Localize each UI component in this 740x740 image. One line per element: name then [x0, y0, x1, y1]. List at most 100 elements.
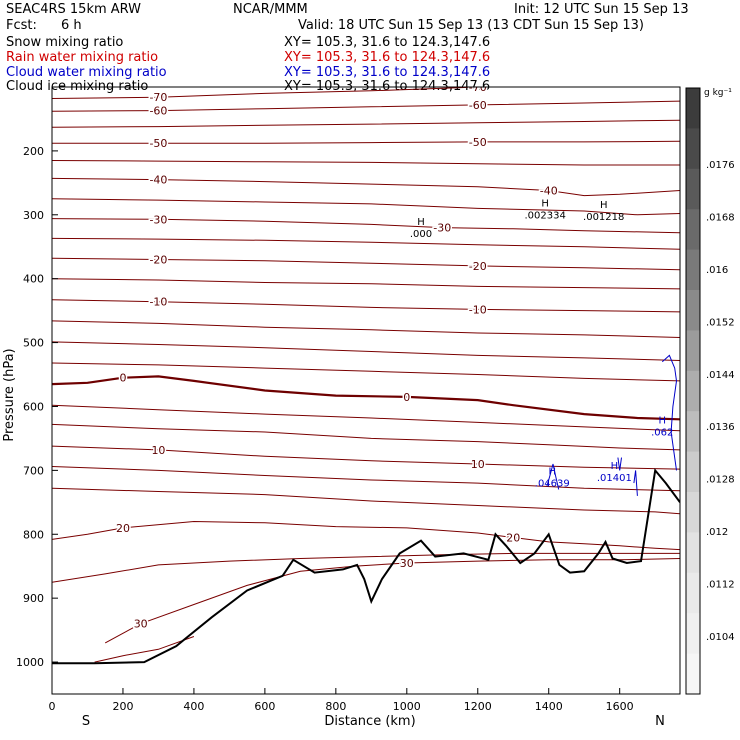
contour-line [52, 257, 680, 271]
max-marker-symbol: H [541, 198, 549, 209]
y-tick-label: 900 [23, 592, 44, 605]
contour-label: 20 [506, 531, 520, 544]
x-tick-label: 1000 [393, 700, 421, 713]
contour-label: 20 [116, 522, 130, 535]
contour-label: -60 [469, 99, 487, 112]
contour-label: 10 [471, 458, 485, 471]
south-end-label: S [82, 714, 90, 729]
contour-label: -10 [149, 296, 167, 309]
field-xy-cloud-water: XY= 105.3, 31.6 to 124.3,147.6 [284, 65, 491, 80]
max-marker-value: .002334 [524, 210, 565, 221]
field-xy-rain: XY= 105.3, 31.6 to 124.3,147.6 [284, 50, 491, 65]
contour-line [52, 100, 680, 112]
colorbar-label: .0176 [706, 160, 735, 171]
max-marker-symbol: H [658, 416, 666, 427]
center-name: NCAR/MMM [233, 2, 308, 17]
contour-line [52, 140, 680, 144]
terrain-line [52, 468, 680, 665]
colorbar-swatch [686, 370, 700, 412]
contour-line [52, 87, 519, 99]
contour-line [52, 320, 680, 338]
colorbar-label: .016 [706, 265, 728, 276]
north-end-label: N [655, 714, 665, 729]
colorbar-swatch [686, 290, 700, 331]
contour-label: -40 [540, 185, 558, 198]
contour-label: 0 [403, 391, 410, 404]
colorbar-label: .0112 [706, 580, 735, 591]
contour-line [52, 466, 680, 492]
contour-label: -30 [149, 213, 167, 226]
y-tick-label: 500 [23, 337, 44, 350]
model-name: SEAC4RS 15km ARW [6, 2, 142, 17]
colorbar-swatch [686, 88, 700, 129]
contour-line [52, 198, 680, 216]
colorbar-label: .0136 [706, 422, 735, 433]
max-marker-symbol: H [549, 467, 557, 478]
contour-label: -20 [149, 254, 167, 267]
y-tick-label: 800 [23, 528, 44, 541]
terrain-outline [52, 468, 680, 665]
contour-label: -60 [149, 105, 167, 118]
x-tick-label: 600 [254, 700, 275, 713]
contour-line [52, 375, 680, 421]
y-tick-label: 700 [23, 464, 44, 477]
contour-label: -20 [469, 260, 487, 273]
x-tick-label: 1400 [535, 700, 563, 713]
colorbar-swatch [686, 653, 700, 695]
contour-line [52, 520, 680, 551]
colorbar-swatch [686, 451, 700, 493]
contour-label: -70 [469, 81, 487, 94]
x-tick-label: 200 [112, 700, 133, 713]
colorbar-swatch [686, 613, 700, 655]
max-marker-value: .04639 [535, 479, 570, 490]
colorbar: .0176 .0168 .016 .0152 .0144 .0136 .0128 .012 .0… [685, 87, 735, 695]
contour-line [52, 404, 680, 432]
contour-label: -40 [149, 174, 167, 187]
colorbar-label: .0104 [706, 632, 735, 643]
max-marker-symbol: H [600, 200, 608, 211]
cloud-water-contour [633, 470, 638, 496]
colorbar-swatch [686, 532, 700, 574]
contour-line [52, 160, 680, 166]
plot-frame [51, 86, 681, 695]
cloud-water-contour [661, 354, 678, 471]
y-tick-label: 300 [23, 209, 44, 222]
field-xy-snow: XY= 105.3, 31.6 to 124.3,147.6 [284, 35, 491, 50]
max-marker-value: .062 [651, 428, 673, 439]
axes: 0 200 400 600 800 1000 1200 1400 160020030040050… [16, 145, 634, 713]
contour-label: 30 [134, 618, 148, 631]
max-marker-symbol: H [611, 461, 619, 472]
contour-line [52, 278, 680, 290]
colorbar-label: .0152 [706, 317, 735, 328]
contour-label: -50 [469, 136, 487, 149]
colorbar-frame [685, 87, 701, 695]
y-axis-title: Pressure (hPa) [2, 348, 17, 441]
x-tick-label: 1200 [464, 700, 492, 713]
colorbar-label: .012 [706, 527, 728, 538]
x-tick-label: 400 [183, 700, 204, 713]
contour-label: 30 [400, 557, 414, 570]
contour-line [52, 423, 680, 451]
max-marker-value: .001218 [583, 212, 624, 223]
y-tick-label: 600 [23, 400, 44, 413]
colorbar-unit: g kg⁻¹ [704, 88, 732, 98]
colorbar-swatch [686, 330, 700, 372]
x-axis-title: Distance (km) [324, 714, 415, 729]
contour-label: 10 [151, 444, 165, 457]
contour-line [52, 177, 680, 197]
valid-time: Valid: 18 UTC Sun 15 Sep 13 (13 CDT Sun … [298, 18, 644, 33]
field-label-rain: Rain water mixing ratio [6, 50, 159, 65]
colorbar-label: .0128 [706, 475, 735, 486]
y-tick-label: 1000 [16, 656, 44, 669]
x-tick-label: 800 [325, 700, 346, 713]
contour-line [52, 341, 680, 361]
field-label-snow: Snow mixing ratio [6, 35, 124, 50]
x-tick-label: 1600 [606, 700, 634, 713]
colorbar-label: .0168 [706, 212, 735, 223]
contour-line [104, 558, 680, 644]
y-tick-label: 200 [23, 145, 44, 158]
colorbar-label: .0144 [706, 370, 735, 381]
contour-label: -10 [469, 303, 487, 316]
contour-line [94, 636, 195, 663]
